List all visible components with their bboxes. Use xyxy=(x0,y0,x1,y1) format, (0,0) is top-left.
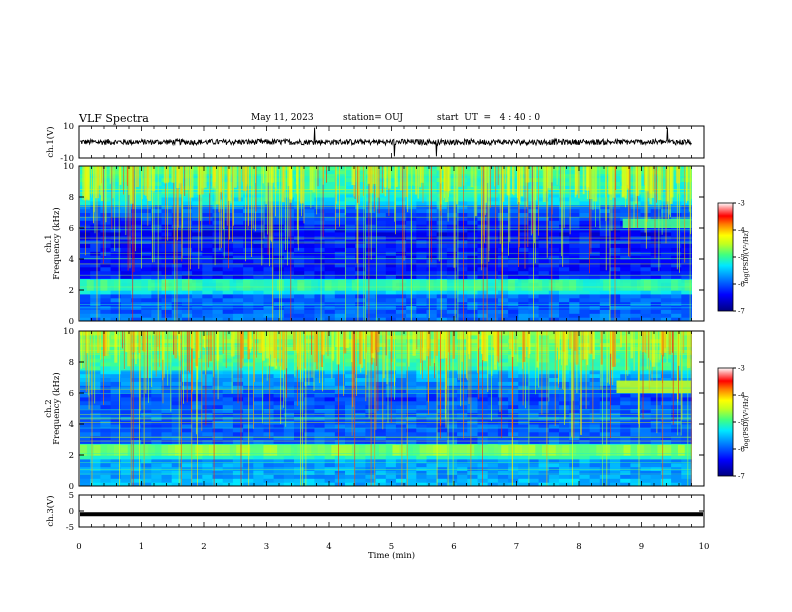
y-tick-label: 10 xyxy=(63,327,74,337)
y-tick-label: 0 xyxy=(69,482,74,492)
colorbar-tick-label: -3 xyxy=(738,200,745,208)
colorbar-ch2 xyxy=(717,367,734,477)
y-tick-label: 0 xyxy=(69,507,74,517)
station-label: station= OUJ xyxy=(343,113,404,123)
ch1-waveform-line xyxy=(79,127,692,157)
x-tick-label: 4 xyxy=(326,542,331,552)
y-tick-label: -10 xyxy=(60,154,74,164)
y-tick-label: 4 xyxy=(69,420,74,430)
y-axis-label: Frequency (kHz) xyxy=(51,372,62,444)
colorbar-tick-label: -7 xyxy=(738,308,745,316)
colorbar-tick-label: -7 xyxy=(738,473,745,481)
colorbar-tick-label: -4 xyxy=(738,227,745,235)
date-label: May 11, 2023 xyxy=(251,113,314,123)
y-tick-label: 0 xyxy=(69,317,74,327)
y-axis-label: ch.3(V) xyxy=(45,495,56,526)
y-tick-label: 5 xyxy=(69,491,74,501)
y-tick-label: 10 xyxy=(63,162,74,172)
x-tick-label: 9 xyxy=(639,542,644,552)
y-tick-label: 4 xyxy=(69,255,74,265)
x-tick-label: 1 xyxy=(139,542,144,552)
y-tick-label: 8 xyxy=(69,358,74,368)
ch1-spectrogram xyxy=(80,166,692,322)
y-tick-label: 2 xyxy=(69,286,74,296)
start-ut-label: start UT = 4 : 40 : 0 xyxy=(437,113,541,123)
x-tick-label: 3 xyxy=(264,542,269,552)
y-tick-label: -5 xyxy=(66,523,74,533)
colorbar-tick-label: -3 xyxy=(738,365,745,373)
y-axis-label: Frequency (kHz) xyxy=(51,207,62,279)
x-tick-label: 10 xyxy=(699,542,710,552)
x-tick-label: 7 xyxy=(514,542,519,552)
x-tick-label: 6 xyxy=(451,542,456,552)
y-tick-label: 8 xyxy=(69,193,74,203)
y-axis-label: ch.1 xyxy=(44,234,54,252)
y-tick-label: 6 xyxy=(69,224,74,234)
colorbar-tick-label: -6 xyxy=(738,281,745,289)
colorbar-label: log(PSD)(V²/Hz) xyxy=(742,230,750,283)
x-tick-label: 5 xyxy=(389,542,394,552)
colorbar-tick-label: -5 xyxy=(738,254,745,262)
x-tick-label: 0 xyxy=(76,542,81,552)
ch2-spectrogram xyxy=(80,331,692,487)
colorbar-tick-label: -5 xyxy=(738,419,745,427)
x-axis-label: Time (min) xyxy=(368,550,415,561)
colorbar-tick-label: -6 xyxy=(738,446,745,454)
colorbar-label: log(PSD)(V²/Hz) xyxy=(742,395,750,448)
x-tick-label: 8 xyxy=(576,542,581,552)
y-tick-label: 10 xyxy=(63,122,74,132)
x-tick-label: 2 xyxy=(201,542,206,552)
colorbar-tick-label: -4 xyxy=(738,392,745,400)
colorbar-ch1 xyxy=(717,202,734,312)
y-tick-label: 6 xyxy=(69,389,74,399)
y-tick-label: 2 xyxy=(69,451,74,461)
figure-title: VLF Spectra xyxy=(79,112,149,125)
y-axis-label: ch.2 xyxy=(44,399,54,417)
y-axis-label: ch.1(V) xyxy=(45,126,56,157)
